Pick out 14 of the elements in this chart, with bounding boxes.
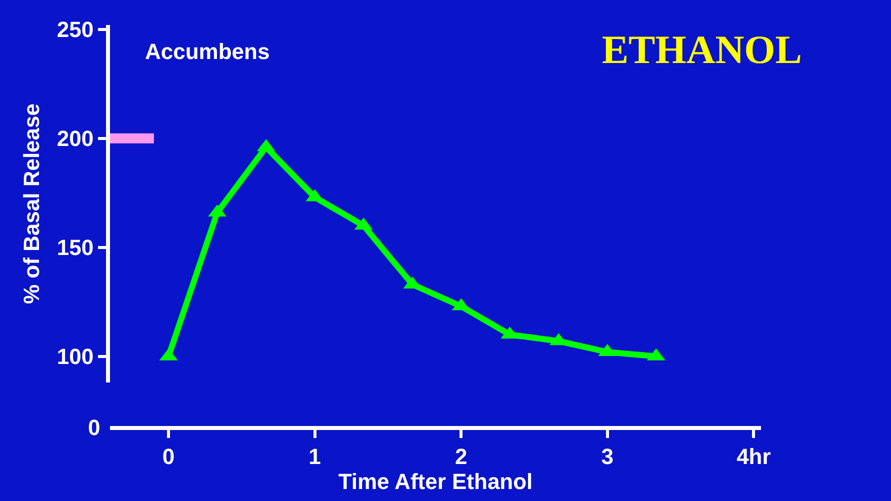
y-tick-label: 250 <box>56 17 94 42</box>
chart-title: ETHANOL <box>602 27 802 72</box>
y-tick-label: 200 <box>56 126 94 152</box>
text: 0 <box>88 415 100 440</box>
x-tick-label: 1 <box>308 444 321 470</box>
text: Accumbens <box>145 39 270 64</box>
y-tick-label: 150 <box>56 235 94 260</box>
x-tick-label: 3 <box>601 444 614 470</box>
x-tick-label: 2 <box>454 444 468 470</box>
x-tick-label: 4hr <box>736 444 772 470</box>
y-axis-title: % of Basal Release <box>19 104 44 304</box>
x-tick-label: 0 <box>162 444 175 470</box>
y-tick-label: 100 <box>56 344 94 370</box>
x-axis-title: Time After Ethanol <box>338 469 533 494</box>
